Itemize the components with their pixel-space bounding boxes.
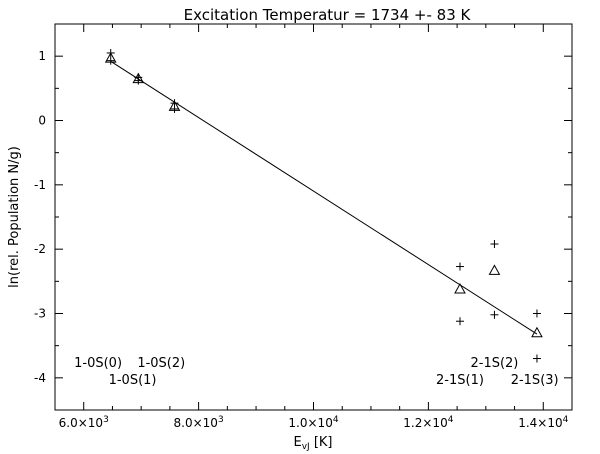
triangle-marker [104, 52, 117, 63]
plus-marker [490, 240, 499, 249]
line-annotation: 1-0S(1) [109, 373, 157, 388]
annotations: 1-0S(0) 1-0S(2) 1-0S(1) 2-1S(2) 2-1S(1) 2-1S(… [74, 356, 558, 388]
triangle-marker [168, 100, 181, 111]
x-axis-label-main: E [293, 435, 301, 450]
line-annotation: 2-1S(2) [470, 356, 518, 371]
x-tick-label: 1.4×104 [518, 415, 568, 430]
x-tick-exponent: 3 [218, 415, 224, 425]
y-tick-label: -2 [34, 242, 46, 256]
x-axis-label: EvJ [K] [293, 435, 332, 452]
plus-marker [134, 76, 143, 85]
line-annotation: 2-1S(1) [436, 373, 484, 388]
plus-marker [532, 309, 541, 318]
x-axis-label-unit: [K] [310, 435, 333, 450]
x-tick-exponent: 4 [448, 415, 454, 425]
y-axis: 1 0 -1 -2 -3 -4 [34, 23, 572, 411]
x-tick-mantissa: 1.2×10 [403, 416, 447, 430]
x-tick-label: 1.0×104 [288, 415, 338, 430]
triangle-marker [132, 72, 145, 84]
plus-marker [170, 104, 179, 113]
y-tick-label: -4 [34, 371, 46, 385]
x-tick-exponent: 3 [103, 415, 109, 425]
plus-marker [490, 310, 499, 319]
x-axis-label-subscript: vJ [302, 442, 310, 452]
y-tick-label: -3 [34, 307, 46, 321]
plus-marker [455, 317, 464, 326]
data-points [104, 48, 543, 363]
line-annotation: 2-1S(3) [511, 373, 559, 388]
line-annotation: 1-0S(2) [137, 356, 185, 371]
plus-marker [106, 56, 115, 65]
x-tick-label: 8.0×103 [174, 415, 224, 430]
x-tick-label: 1.2×104 [403, 415, 453, 430]
x-axis: 6.0×103 8.0×103 1.0×104 1.2×104 1.4×104 [54, 24, 573, 430]
triangle-marker [488, 264, 501, 275]
plus-marker [455, 262, 464, 271]
plot-frame [54, 23, 573, 411]
fit-line [110, 60, 538, 335]
y-tick-label: -1 [34, 178, 46, 192]
triangle-marker [531, 326, 543, 338]
chart-title: Excitation Temperatur = 1734 +- 83 K [184, 6, 472, 24]
x-tick-label: 6.0×103 [59, 415, 109, 430]
x-tick-exponent: 4 [563, 415, 569, 425]
x-tick-mantissa: 6.0×10 [59, 416, 103, 430]
x-tick-mantissa: 8.0×10 [174, 416, 218, 430]
plus-marker [532, 354, 541, 363]
x-tick-mantissa: 1.4×10 [518, 416, 562, 430]
y-tick-label: 0 [38, 114, 46, 128]
line-annotation: 1-0S(0) [74, 356, 122, 371]
x-tick-exponent: 4 [333, 415, 339, 425]
x-tick-mantissa: 1.0×10 [288, 416, 332, 430]
triangle-marker [454, 283, 466, 294]
y-axis-label: ln(rel. Population N/g) [7, 146, 22, 288]
y-tick-label: 1 [38, 49, 46, 63]
